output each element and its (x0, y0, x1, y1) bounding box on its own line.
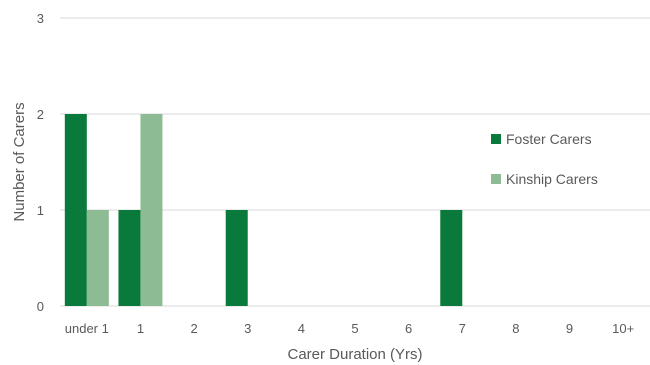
bar-foster-carers-3 (225, 210, 248, 306)
bar-foster-carers-0 (64, 114, 87, 306)
bar-foster-carers-1 (118, 210, 141, 306)
legend-swatch (491, 134, 501, 144)
legend-label: Kinship Carers (506, 171, 598, 187)
bar-kinship-carers-1 (140, 114, 163, 306)
x-tick-label: 4 (298, 321, 305, 336)
y-axis-title: Number of Carers (11, 102, 28, 221)
legend-swatch (491, 174, 501, 184)
bars (64, 114, 463, 306)
x-tick-label: 7 (459, 321, 466, 336)
bar-kinship-carers-0 (86, 210, 109, 306)
x-axis-title: Carer Duration (Yrs) (287, 346, 422, 363)
y-tick-label: 3 (37, 11, 44, 26)
x-tick-label: 2 (190, 321, 197, 336)
x-tick-label: 10+ (612, 321, 634, 336)
legend: Foster Carers Kinship Carers (491, 131, 598, 187)
x-tick-label: 1 (137, 321, 144, 336)
x-tick-label: 6 (405, 321, 412, 336)
x-tick-label: 5 (351, 321, 358, 336)
x-tick-label: 9 (566, 321, 573, 336)
legend-label: Foster Carers (506, 131, 592, 147)
x-tick-label: 8 (512, 321, 519, 336)
y-tick-label: 2 (37, 107, 44, 122)
y-tick-label: 1 (37, 203, 44, 218)
bar-foster-carers-7 (440, 210, 463, 306)
y-tick-label: 0 (37, 299, 44, 314)
x-tick-label: 3 (244, 321, 251, 336)
x-tick-label: under 1 (65, 321, 109, 336)
x-tick-labels: under 1 1 2 3 4 5 6 7 8 9 10+ (65, 321, 634, 336)
y-tick-labels: 0 1 2 3 (37, 11, 44, 314)
